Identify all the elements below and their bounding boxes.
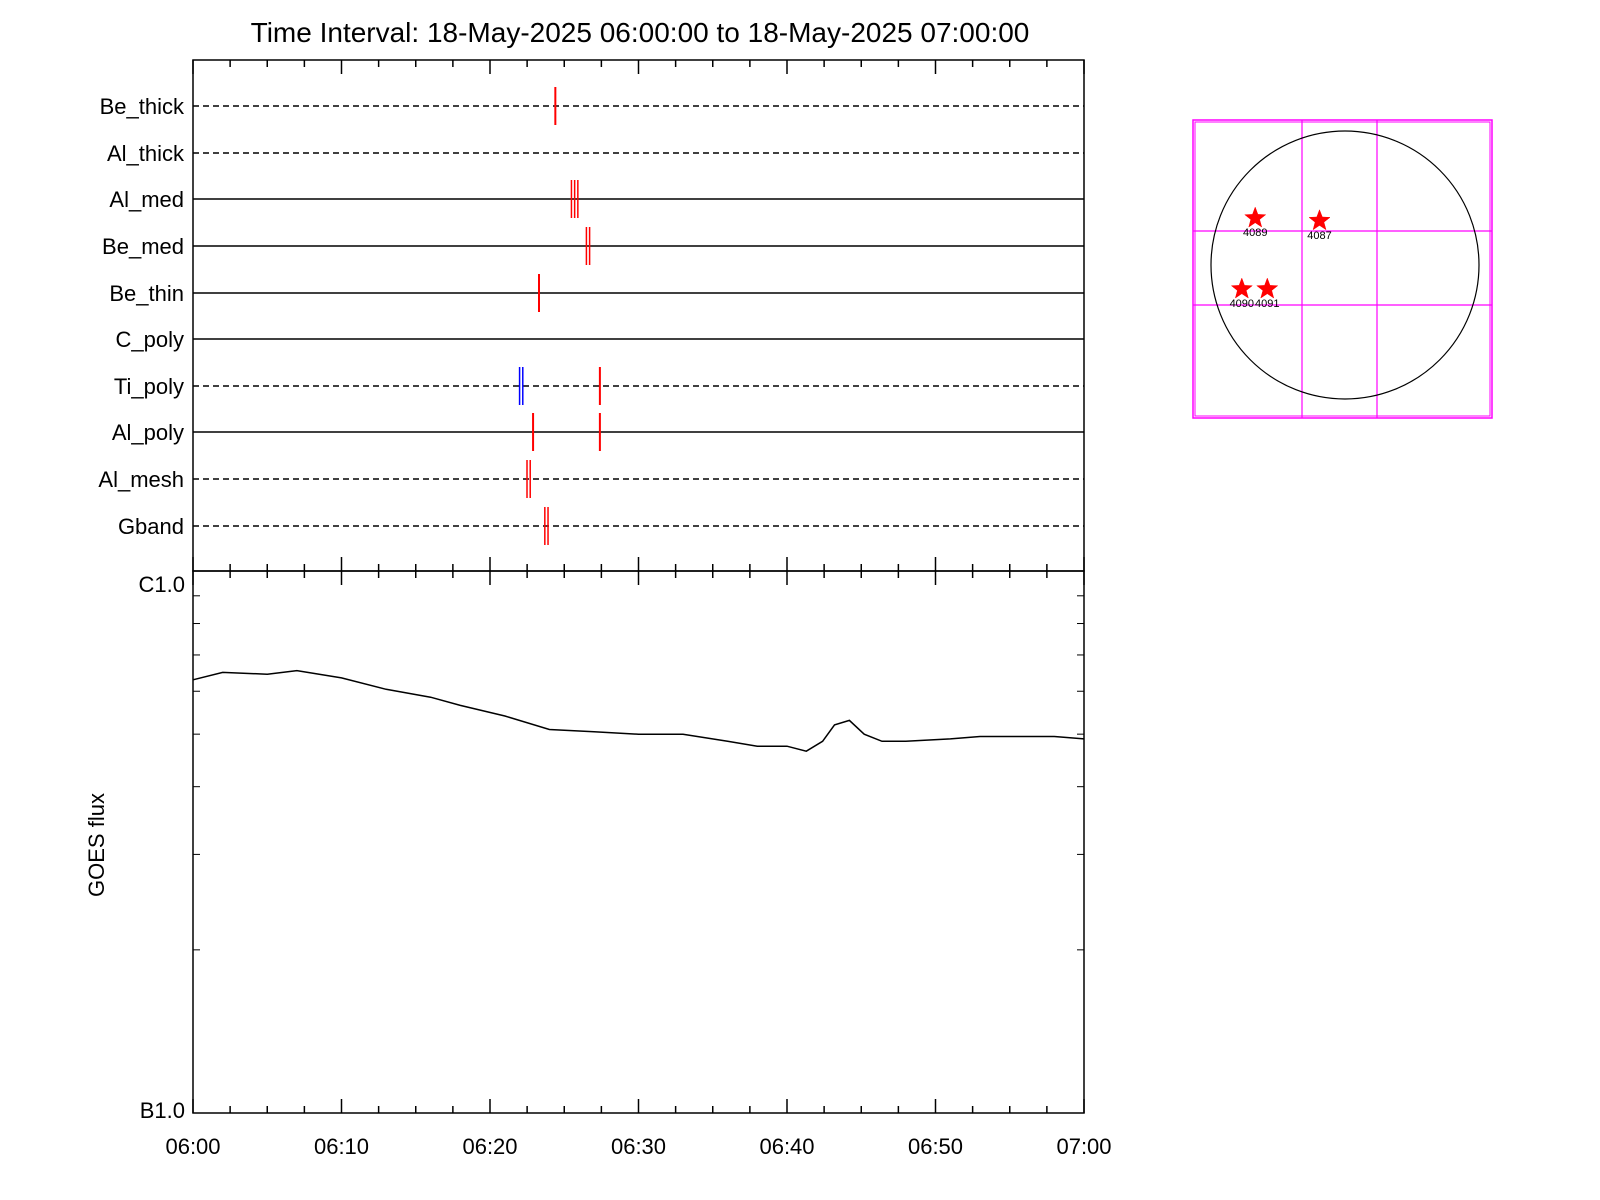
active-region-label: 4090: [1230, 298, 1254, 310]
active-region-star-icon: [1244, 206, 1267, 228]
x-tick-label: 06:00: [165, 1134, 220, 1159]
map-frame-outer: [1192, 119, 1493, 419]
y-tick-label: C1.0: [139, 572, 185, 597]
instrument-timeline-panel: Be_thick Al_thick Al_med Be_med Be_thin C_pol…: [98, 59, 1085, 572]
solar-disk-map: 4089 4087 4090 4091: [1192, 119, 1493, 419]
y-axis-label: GOES flux: [84, 793, 109, 897]
goes-frame: [192, 570, 1085, 1114]
x-tick-label: 06:40: [759, 1134, 814, 1159]
timeline-row-label: C_poly: [116, 327, 184, 352]
active-region-star-icon: [1256, 277, 1279, 299]
y-tick-label: B1.0: [140, 1098, 185, 1123]
timeline-row-label: Ti_poly: [114, 374, 184, 399]
timeline-row-label: Al_med: [109, 187, 184, 212]
x-tick-label: 06:10: [314, 1134, 369, 1159]
timeline-row-label: Be_med: [102, 234, 184, 259]
active-region-star-icon: [1230, 277, 1253, 299]
goes-flux-line: [192, 669, 1085, 753]
x-tick-label: 06:20: [462, 1134, 517, 1159]
timeline-row-label: Al_mesh: [98, 467, 184, 492]
timeline-row-label: Al_thick: [107, 141, 185, 166]
x-tick-label: 06:50: [908, 1134, 963, 1159]
x-tick-label: 06:30: [611, 1134, 666, 1159]
timeline-row-label: Be_thick: [100, 94, 185, 119]
timeline-row-label: Gband: [118, 514, 184, 539]
x-tick-label: 07:00: [1056, 1134, 1111, 1159]
goes-flux-panel: 06:00 06:10 06:20 06:30 06:40 06:50 07:00 C1.0 B…: [84, 570, 1112, 1159]
timeline-row-label: Be_thin: [109, 281, 184, 306]
solar-limb-circle: [1210, 130, 1480, 400]
active-region-label: 4091: [1255, 298, 1279, 310]
active-region-label: 4089: [1243, 227, 1267, 239]
timeline-frame: [192, 59, 1085, 572]
timeline-row-label: Al_poly: [112, 420, 184, 445]
active-region-label: 4087: [1307, 230, 1331, 242]
chart-title: Time Interval: 18-May-2025 06:00:00 to 1…: [251, 17, 1030, 48]
active-region-star-icon: [1308, 209, 1331, 231]
map-frame-inner: [1194, 121, 1491, 417]
